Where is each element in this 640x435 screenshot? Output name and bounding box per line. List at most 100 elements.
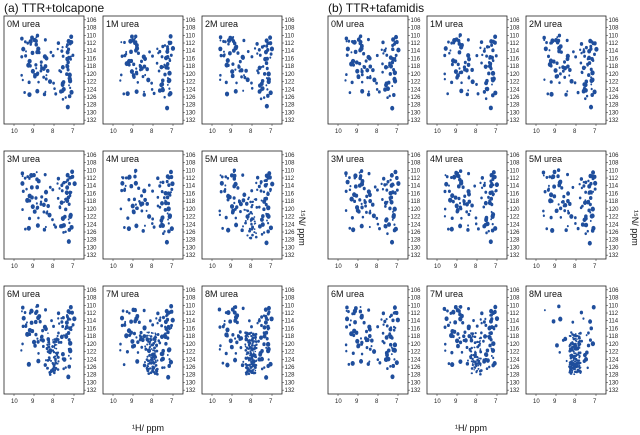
nmr-peak: [450, 350, 454, 355]
nmr-peak: [390, 60, 395, 65]
nmr-peak: [392, 342, 398, 348]
nmr-peak: [244, 331, 248, 335]
nmr-peak: [490, 354, 493, 357]
nmr-peak: [266, 176, 270, 180]
nmr-peak: [231, 48, 236, 53]
nmr-peak: [220, 175, 224, 179]
nmr-peak: [471, 335, 474, 338]
nmr-peak: [229, 204, 235, 209]
nmr-peak: [164, 55, 168, 61]
x-tick-label: 10: [434, 264, 441, 270]
nmr-peak: [382, 52, 385, 55]
nmr-peak: [590, 83, 593, 86]
nmr-peak: [453, 195, 458, 200]
nmr-peak: [61, 54, 65, 58]
nmr-peak: [123, 322, 127, 326]
nmr-peak: [590, 87, 593, 91]
nmr-peak: [265, 44, 269, 48]
nmr-peak: [123, 40, 126, 45]
y-tick-label: 114: [87, 49, 97, 55]
nmr-peak: [358, 171, 361, 174]
nmr-peak: [155, 349, 159, 353]
nmr-peak: [249, 365, 253, 369]
nmr-peak: [132, 197, 136, 202]
nmr-peak: [147, 363, 150, 365]
y-tick-label: 108: [411, 296, 422, 302]
nmr-peak: [164, 341, 168, 346]
nmr-peak: [165, 317, 170, 322]
nmr-peak: [270, 181, 275, 187]
y-tick-label: 112: [609, 41, 619, 47]
nmr-peak: [474, 350, 476, 353]
nmr-peak: [21, 305, 25, 310]
nmr-peak: [482, 205, 486, 209]
nmr-peak: [260, 348, 264, 353]
nmr-peak: [389, 239, 395, 245]
nmr-peak: [164, 65, 169, 70]
nmr-peak: [120, 181, 125, 186]
nmr-peak: [168, 34, 173, 39]
nmr-peak: [243, 74, 245, 77]
nmr-peak: [253, 228, 256, 230]
nmr-peak: [558, 206, 563, 211]
y-tick-label: 116: [186, 191, 196, 197]
nmr-peak: [469, 356, 473, 360]
nmr-peak: [235, 313, 240, 318]
nmr-peak: [483, 352, 488, 357]
nmr-peak: [163, 334, 168, 340]
nmr-peak: [264, 314, 268, 319]
nmr-peak: [242, 192, 247, 198]
nmr-peak: [47, 360, 49, 362]
nmr-peak: [569, 355, 572, 358]
nmr-peak: [351, 312, 354, 316]
nmr-peak: [479, 357, 482, 360]
nmr-peak: [385, 86, 389, 91]
nmr-peak: [388, 334, 393, 340]
nmr-peak: [48, 185, 52, 189]
nmr-peak: [228, 195, 232, 200]
nmr-peak: [579, 310, 584, 315]
y-tick-label: 112: [609, 176, 619, 182]
nmr-peak: [244, 343, 247, 346]
nmr-peak: [589, 44, 593, 49]
nmr-peak: [554, 208, 559, 214]
nmr-peak: [244, 348, 248, 352]
nmr-peak: [145, 201, 149, 206]
nmr-peak: [54, 92, 58, 96]
y-tick-label: 132: [411, 253, 422, 259]
y-tick-label: 120: [87, 207, 98, 213]
nmr-peak: [244, 219, 247, 222]
nmr-peak: [56, 176, 61, 181]
x-tick-label: 10: [209, 129, 216, 135]
x-tick-label: 10: [434, 399, 441, 405]
nmr-peak: [491, 170, 496, 175]
nmr-peak: [494, 54, 498, 58]
nmr-peak: [21, 310, 23, 313]
nmr-peak: [230, 307, 235, 312]
nmr-peak: [218, 209, 221, 213]
nmr-peak: [168, 87, 171, 90]
nmr-peak: [348, 323, 352, 327]
nmr-peak: [556, 168, 561, 173]
nmr-peak: [125, 310, 129, 314]
nmr-peak: [126, 216, 130, 220]
nmr-peak: [353, 320, 357, 325]
panel-urea-label: 7M urea: [106, 289, 139, 299]
nmr-peak: [167, 218, 169, 221]
nmr-peak: [230, 69, 235, 74]
nmr-peak: [135, 67, 138, 70]
nmr-peak: [579, 372, 582, 375]
nmr-peak: [577, 359, 581, 362]
nmr-peak: [130, 339, 135, 344]
nmr-peak: [120, 188, 124, 193]
nmr-peak: [396, 47, 401, 53]
nmr-peak: [589, 67, 593, 72]
nmr-peak: [395, 175, 399, 181]
nmr-peak: [393, 57, 396, 60]
nmr-peak: [61, 357, 65, 361]
nmr-peak: [345, 46, 350, 52]
nmr-peak: [239, 336, 244, 341]
nmr-peak: [383, 200, 388, 206]
nmr-peak: [262, 231, 266, 234]
nmr-peak: [163, 200, 168, 206]
